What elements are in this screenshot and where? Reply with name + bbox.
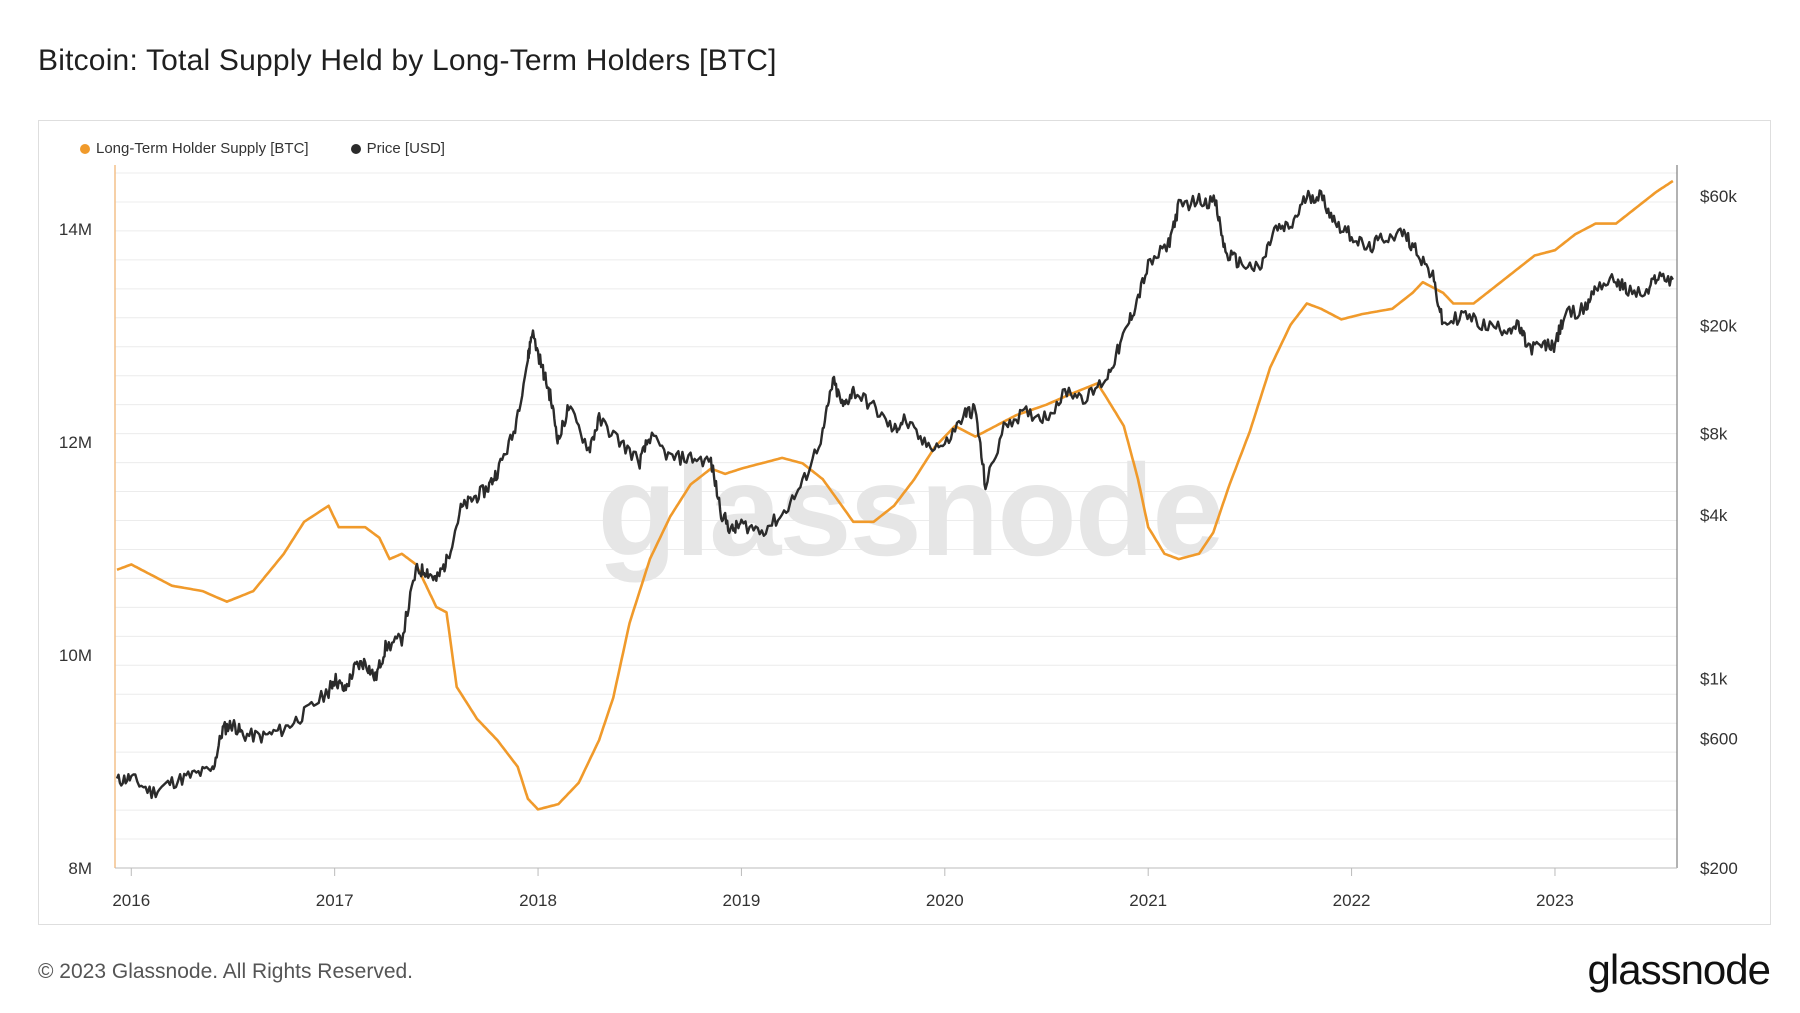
x-tick-label: 2016 [112, 891, 150, 910]
x-tick-label: 2017 [316, 891, 354, 910]
y-right-tick-label: $200 [1700, 859, 1738, 878]
y-left-tick-label: 14M [59, 220, 92, 239]
chart-title: Bitcoin: Total Supply Held by Long-Term … [38, 44, 777, 77]
legend-dot-price [350, 143, 361, 154]
y-right-tick-label: $60k [1700, 187, 1737, 206]
chart-panel [38, 120, 1771, 925]
legend-label-lth: Long-Term Holder Supply [BTC] [96, 140, 309, 157]
y-right-tick-label: $20k [1700, 316, 1737, 335]
copyright-footer: © 2023 Glassnode. All Rights Reserved. [38, 960, 414, 983]
x-tick-label: 2019 [723, 891, 761, 910]
legend-item-price[interactable]: Price [USD] [350, 140, 445, 157]
y-left-tick-label: 12M [59, 433, 92, 452]
x-tick-label: 2021 [1129, 891, 1167, 910]
y-left-tick-label: 8M [68, 859, 92, 878]
x-tick-label: 2018 [519, 891, 557, 910]
y-right-tick-label: $4k [1700, 506, 1728, 525]
brand-logo: glassnode [1587, 946, 1771, 993]
y-right-tick-label: $1k [1700, 669, 1728, 688]
y-right-tick-label: $600 [1700, 730, 1738, 749]
legend-item-lth[interactable]: Long-Term Holder Supply [BTC] [80, 140, 309, 157]
x-tick-label: 2022 [1333, 891, 1371, 910]
grid-lines [115, 172, 1677, 869]
series-line-lth [116, 179, 1674, 811]
y-right-tick-label: $8k [1700, 424, 1728, 443]
legend-dot-lth [80, 143, 90, 154]
series-line-price [115, 189, 1674, 800]
legend-label-price: Price [USD] [366, 140, 445, 157]
x-tick-label: 2023 [1536, 891, 1574, 910]
legend: Long-Term Holder Supply [BTC] Price [USD… [80, 140, 445, 157]
x-tick-label: 2020 [926, 891, 964, 910]
y-left-tick-label: 10M [59, 646, 92, 665]
